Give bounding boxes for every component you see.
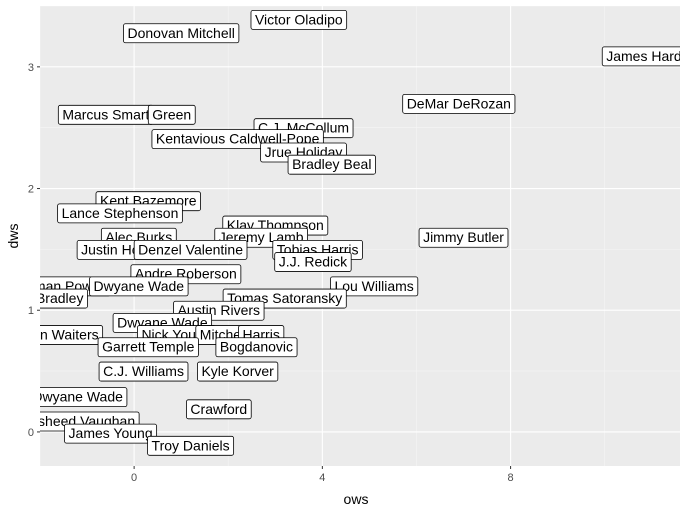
y-tick-label: 0	[28, 427, 34, 439]
point-label-box	[89, 276, 189, 297]
point-label-text: Marcus Smart	[62, 106, 149, 122]
point-label-text: J.J. Redick	[279, 254, 348, 270]
point-label-box	[601, 46, 680, 67]
point-label: Lou Williams	[330, 276, 419, 297]
point-label: C.J. Williams	[98, 361, 189, 382]
point-label-text: Lance Stephenson	[62, 205, 179, 221]
point-label: James Harden	[601, 46, 681, 67]
y-tick-label: 2	[28, 184, 34, 196]
point-label: Crawford	[186, 399, 252, 420]
point-label-text: Bogdanovic	[220, 339, 293, 355]
point-label-text: Jimmy Butler	[423, 229, 504, 245]
y-axis-title: dws	[5, 224, 21, 249]
point-label-box	[402, 93, 516, 114]
point-label-text: Dion Waiters	[19, 327, 99, 343]
point-label-box	[274, 252, 352, 272]
x-tick-label: 4	[319, 472, 325, 484]
point-label-text: Troy Daniels	[152, 437, 230, 453]
point-label-box	[40, 387, 128, 408]
point-label-box	[133, 239, 248, 260]
point-label-text: Kyle Korver	[201, 363, 274, 379]
point-label-text: Donovan Mitchell	[127, 25, 234, 41]
point-label-box	[40, 325, 104, 345]
point-label: Dwyane Wade	[89, 276, 189, 297]
point-label: Donovan Mitchell	[123, 23, 240, 44]
point-label-box	[287, 154, 376, 175]
point-label-text: Dwyane Wade	[32, 389, 123, 405]
point-label: Green	[147, 104, 196, 125]
point-label-text: Crawford	[190, 401, 247, 417]
point-label: James Young	[64, 423, 158, 444]
y-tick-label: 1	[28, 305, 34, 317]
point-label-box	[186, 399, 252, 420]
point-label: Lance Stephenson	[57, 203, 183, 224]
point-label: Denzel Valentine	[133, 239, 248, 260]
x-axis: 0 4 8	[131, 466, 514, 484]
x-tick-label: 0	[131, 472, 137, 484]
x-tick-label: 8	[508, 472, 514, 484]
point-label-box	[418, 227, 509, 248]
point-label-box	[250, 9, 348, 30]
point-label-box	[123, 23, 240, 44]
point-labels: Victor Oladipo Donovan Mitchell James Hard…	[0, 9, 681, 456]
point-label-text: Denzel Valentine	[138, 241, 243, 257]
point-label: Kyle Korver	[197, 361, 279, 382]
point-label: Bradley Beal	[287, 154, 376, 175]
point-label-text: DeMar DeRozan	[407, 95, 511, 111]
point-label: Avery Bradley	[0, 288, 88, 309]
point-label-box	[57, 203, 183, 224]
point-label-text: Lou Williams	[334, 278, 413, 294]
point-label: Jimmy Butler	[418, 227, 509, 248]
point-label: Marcus Smart	[57, 104, 154, 125]
point-label-text: Victor Oladipo	[255, 11, 343, 27]
point-label: Garrett Temple	[97, 337, 199, 358]
point-label: DeMar DeRozan	[402, 93, 516, 114]
point-label-text: Green	[152, 106, 191, 122]
point-label-box	[147, 435, 235, 456]
point-label-box	[40, 288, 88, 309]
point-label-box	[215, 337, 298, 358]
point-label: Dion Waiters	[19, 325, 104, 345]
point-label-text: Avery Bradley	[0, 290, 83, 306]
point-label-box	[98, 361, 189, 382]
point-label: Victor Oladipo	[250, 9, 348, 30]
y-axis: 0 1 2 3	[28, 62, 40, 439]
point-label: Bogdanovic	[215, 337, 298, 358]
point-label-box	[330, 276, 419, 297]
point-label-text: C.J. Williams	[103, 363, 184, 379]
point-label-text: James Harden	[606, 48, 681, 64]
y-tick-label: 3	[28, 62, 34, 74]
point-label: J.J. Redick	[274, 252, 352, 272]
point-label-text: James Young	[69, 425, 153, 441]
point-label-box	[64, 423, 158, 444]
x-axis-title: ows	[344, 491, 369, 507]
point-label-box	[97, 337, 199, 358]
point-label-box	[197, 361, 279, 382]
point-label: Dwyane Wade	[32, 387, 128, 408]
point-label-text: Bradley Beal	[292, 156, 371, 172]
point-label-text: Dwyane Wade	[94, 278, 185, 294]
point-label-text: Garrett Temple	[102, 339, 195, 355]
point-label-box	[147, 104, 196, 125]
point-label: Troy Daniels	[147, 435, 235, 456]
